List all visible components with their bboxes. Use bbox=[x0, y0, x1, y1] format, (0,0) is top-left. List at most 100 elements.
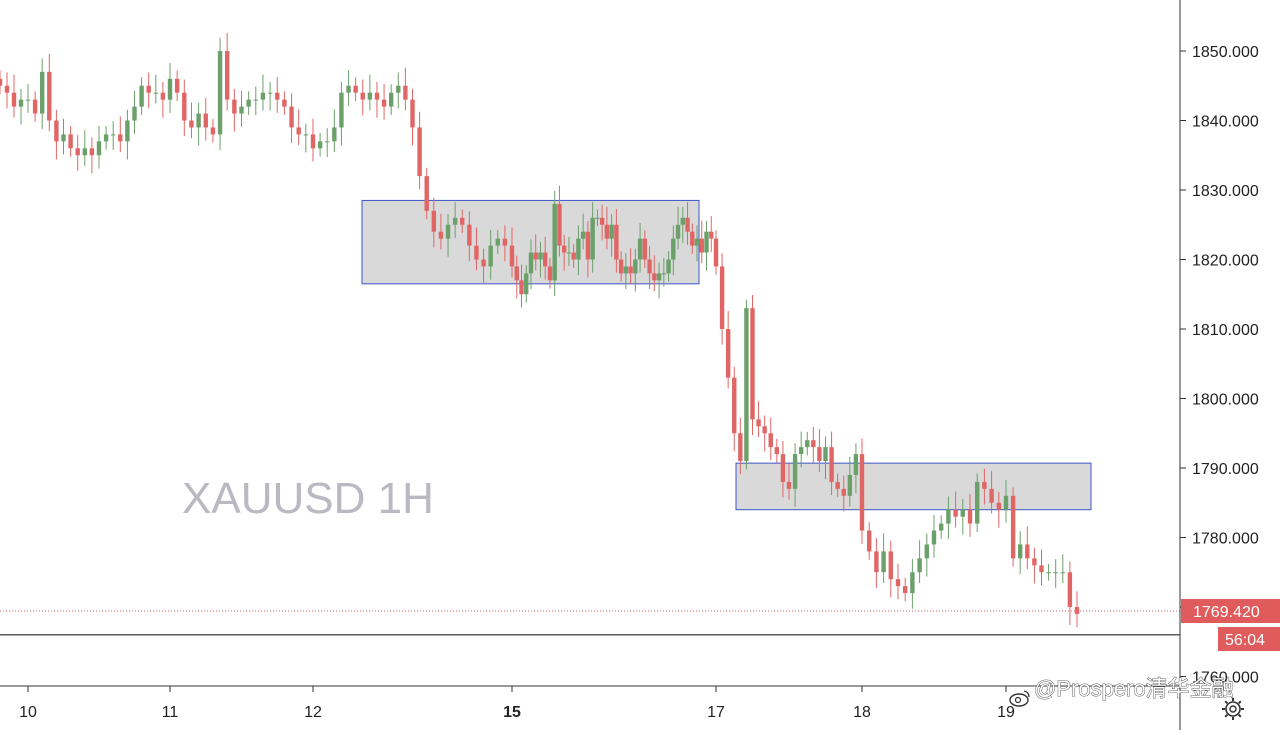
candle-body bbox=[282, 99, 287, 107]
candle-body bbox=[317, 141, 323, 149]
candle bbox=[982, 468, 987, 505]
candle-body bbox=[931, 530, 937, 545]
candle-body bbox=[547, 266, 553, 281]
candle-body bbox=[381, 99, 387, 107]
candle bbox=[210, 119, 216, 143]
candle-body bbox=[725, 329, 731, 378]
candle-body bbox=[25, 99, 31, 101]
candle-body bbox=[666, 259, 671, 274]
candle bbox=[68, 126, 73, 157]
candle-body bbox=[367, 92, 373, 100]
candle-body bbox=[859, 454, 865, 531]
candle bbox=[474, 227, 479, 271]
candle bbox=[774, 438, 780, 463]
last-price-value: 1769.420 bbox=[1193, 604, 1260, 621]
candle bbox=[699, 220, 704, 264]
candle-body bbox=[996, 502, 1001, 510]
candle-body bbox=[239, 106, 244, 114]
candle bbox=[792, 443, 798, 507]
candle bbox=[275, 77, 280, 113]
candle bbox=[798, 431, 804, 468]
candle-body bbox=[946, 509, 951, 524]
candle-body bbox=[953, 509, 958, 517]
candle-body bbox=[289, 106, 294, 128]
candle-body bbox=[524, 273, 529, 295]
candle-body bbox=[424, 176, 429, 211]
candle-body bbox=[538, 252, 543, 260]
candle bbox=[40, 58, 45, 130]
candle bbox=[561, 234, 567, 271]
candle bbox=[160, 81, 166, 118]
candle bbox=[82, 130, 87, 167]
candle-body bbox=[1003, 495, 1009, 510]
candle bbox=[680, 207, 685, 243]
candle-body bbox=[1032, 558, 1037, 566]
candle bbox=[282, 91, 287, 115]
last-price-label: 1769.420 56:04 bbox=[1181, 599, 1280, 652]
candle-body bbox=[103, 134, 109, 142]
candle-body bbox=[690, 231, 695, 246]
price-tick-label: 1780.000 bbox=[1192, 531, 1259, 548]
candle bbox=[817, 429, 822, 472]
candle-body bbox=[1053, 572, 1058, 574]
candle-body bbox=[32, 99, 38, 114]
price-tick-label: 1810.000 bbox=[1192, 322, 1259, 339]
candle-body bbox=[989, 488, 994, 503]
candle-body bbox=[895, 579, 901, 587]
candle bbox=[4, 72, 10, 109]
weibo-icon bbox=[1009, 690, 1030, 707]
candle-body bbox=[203, 113, 208, 128]
candle bbox=[557, 185, 562, 257]
candle bbox=[609, 213, 614, 257]
candle bbox=[381, 84, 387, 120]
candle bbox=[1018, 531, 1023, 574]
candle bbox=[267, 81, 273, 111]
candle bbox=[424, 167, 429, 220]
candle bbox=[54, 109, 59, 160]
candle bbox=[623, 253, 629, 290]
candle bbox=[174, 70, 180, 102]
price-axis[interactable]: 1760.0001770.0001780.0001790.0001800.000… bbox=[1180, 44, 1259, 687]
candle bbox=[246, 91, 251, 115]
candle bbox=[1067, 561, 1073, 626]
time-axis[interactable]: 10 11 12 15 17 18 19 bbox=[19, 686, 1015, 721]
candle-body bbox=[786, 481, 792, 489]
candle bbox=[528, 239, 534, 290]
candle-body bbox=[132, 106, 137, 121]
candle-body bbox=[332, 127, 337, 142]
candle-body bbox=[709, 231, 714, 239]
gear-icon[interactable] bbox=[1222, 698, 1244, 720]
candle bbox=[452, 202, 458, 238]
candle bbox=[519, 264, 524, 308]
candle bbox=[374, 81, 380, 118]
candle-body bbox=[903, 586, 908, 594]
candle-body bbox=[841, 488, 846, 496]
candle bbox=[360, 79, 365, 116]
candle bbox=[61, 118, 66, 155]
candle-body bbox=[1046, 572, 1051, 574]
candle bbox=[75, 135, 80, 171]
candle bbox=[604, 206, 610, 250]
candle-body bbox=[637, 238, 643, 260]
candle-body bbox=[445, 224, 451, 239]
candle bbox=[709, 216, 714, 252]
candle bbox=[811, 426, 816, 463]
candle bbox=[618, 251, 624, 282]
candle-body bbox=[360, 92, 365, 100]
candle bbox=[547, 258, 553, 289]
candle-body bbox=[431, 210, 437, 232]
time-tick-label: 17 bbox=[707, 704, 725, 721]
candle bbox=[96, 125, 102, 169]
candle-body bbox=[1010, 495, 1016, 559]
candle-body bbox=[590, 217, 595, 260]
candle-body bbox=[917, 558, 922, 573]
candle bbox=[11, 74, 17, 118]
candles-layer bbox=[0, 32, 1080, 628]
candle bbox=[502, 225, 508, 262]
countdown-value: 56:04 bbox=[1225, 632, 1265, 649]
candle bbox=[750, 294, 755, 435]
candle bbox=[296, 109, 301, 146]
candle-body bbox=[47, 71, 52, 121]
